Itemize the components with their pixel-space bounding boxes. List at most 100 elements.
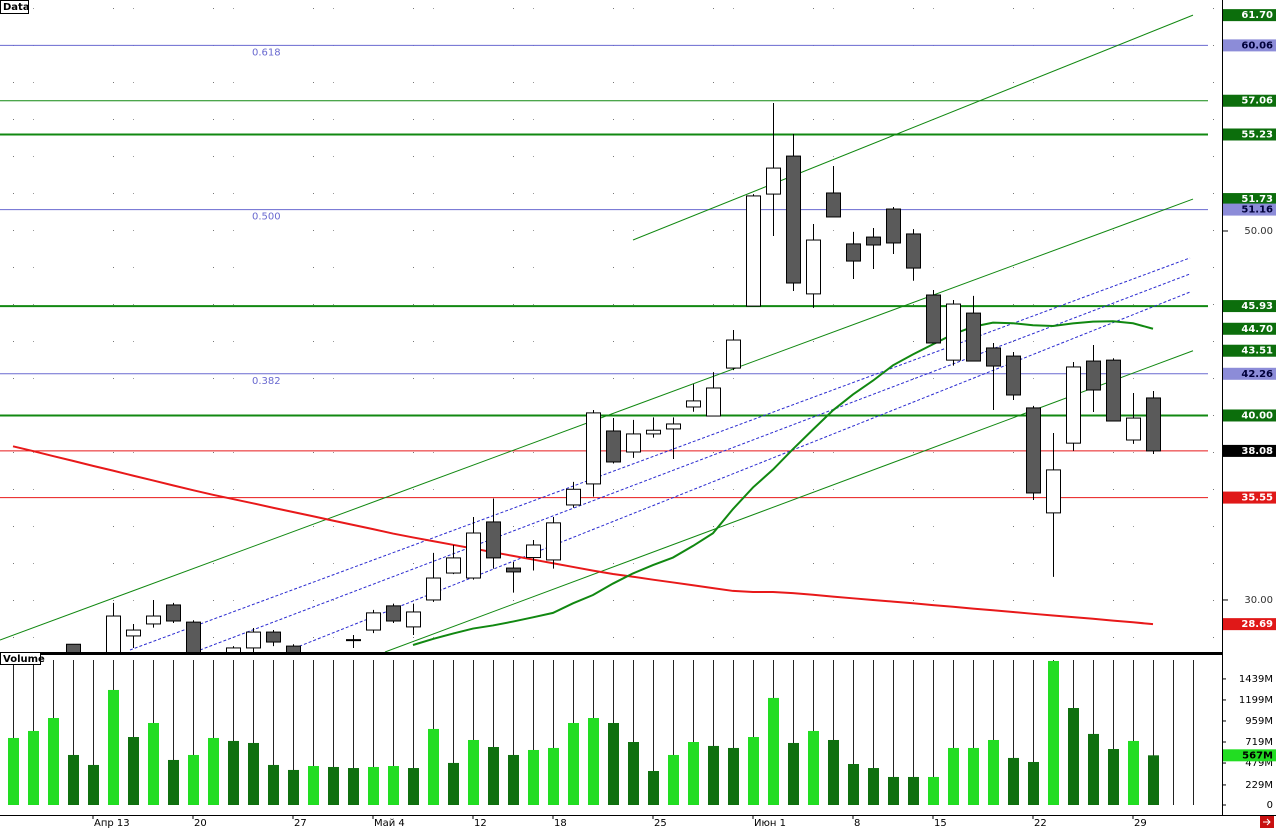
volume-bar — [248, 742, 259, 805]
volume-bar — [848, 763, 859, 805]
volume-bar — [328, 766, 339, 805]
volume-bar — [928, 776, 939, 805]
volume-bar — [448, 762, 459, 805]
y-tick-label: 229M — [1245, 780, 1273, 791]
candle-body — [566, 488, 581, 506]
price-label: 44.70 — [1241, 324, 1273, 335]
pane-title-box — [0, 652, 41, 665]
candle-body — [746, 195, 761, 307]
price-label-box — [1223, 322, 1276, 335]
candle-body — [766, 167, 781, 195]
price-label-box — [1223, 300, 1276, 313]
current-volume-label: 567M — [1242, 750, 1273, 761]
candle-body — [106, 615, 121, 652]
volume-bar — [268, 764, 279, 805]
volume-bar — [308, 766, 319, 805]
price-label-box — [1223, 367, 1276, 380]
volume-bar — [148, 722, 159, 805]
volume-bar — [488, 746, 499, 805]
candle-body — [1106, 359, 1121, 422]
price-label-box — [1223, 193, 1276, 206]
candle-body — [1006, 355, 1021, 396]
volume-bar — [68, 754, 79, 805]
volume-bar — [468, 739, 479, 805]
price-label-box — [1223, 409, 1276, 422]
candle-body — [426, 577, 441, 601]
candle-body — [886, 208, 901, 244]
fib-label: 0.618 — [252, 47, 281, 58]
candle-body — [1146, 397, 1161, 452]
price-pane: 0.618 0.500 0.382 — [0, 14, 1208, 652]
volume-bar — [668, 754, 679, 805]
dotted-grid — [0, 0, 1222, 652]
volume-bar — [288, 769, 299, 805]
volume-bar — [508, 754, 519, 805]
candle-body — [526, 544, 541, 559]
volume-bar — [748, 737, 759, 805]
price-label-box — [1223, 618, 1276, 631]
x-tick-label: 15 — [934, 818, 947, 829]
volume-bar — [108, 689, 119, 805]
candle-body — [1066, 366, 1081, 444]
price-label: 35.55 — [1241, 493, 1273, 504]
x-tick-label: 27 — [294, 818, 307, 829]
volume-bar — [88, 764, 99, 805]
candle-body — [686, 400, 701, 408]
volume-pane — [8, 660, 1194, 805]
volume-bar — [128, 737, 139, 805]
volume-bar — [368, 766, 379, 805]
trend-line — [632, 14, 1194, 241]
volume-bar — [208, 737, 219, 805]
y-tick-label: 959M — [1245, 716, 1273, 727]
volume-bar — [28, 730, 39, 805]
current-volume-box — [1223, 749, 1276, 762]
price-label: 43.51 — [1241, 346, 1273, 357]
volume-bar — [788, 742, 799, 805]
volume-bar — [568, 722, 579, 805]
candle-body — [1026, 407, 1041, 494]
volume-bar — [528, 749, 539, 805]
volume-bar — [688, 742, 699, 805]
volume-bar — [608, 722, 619, 805]
price-label: 42.26 — [1241, 369, 1273, 380]
candle-body — [726, 339, 741, 369]
x-tick-label: 8 — [854, 818, 860, 829]
menu-icon-arrow — [1263, 818, 1271, 826]
volume-bar — [828, 739, 839, 805]
volume-bar — [948, 747, 959, 805]
candle-body — [486, 521, 501, 559]
price-label-box — [1223, 9, 1276, 22]
y-tick-label: 1199M — [1239, 695, 1273, 706]
volume-bar — [968, 747, 979, 805]
candle-body — [926, 294, 941, 344]
volume-bar — [548, 747, 559, 805]
volume-bar — [808, 730, 819, 805]
price-label: 57.06 — [1241, 96, 1273, 107]
x-tick-label: Июн 1 — [754, 818, 786, 829]
candle-body — [606, 430, 621, 463]
volume-bar — [648, 771, 659, 805]
volume-bar — [428, 728, 439, 805]
candle-body — [966, 312, 981, 362]
volume-bar — [1068, 708, 1079, 805]
price-label: 61.70 — [1241, 10, 1273, 21]
x-tick-label: 12 — [474, 818, 487, 829]
price-label: 51.16 — [1241, 205, 1273, 216]
candle-body — [986, 347, 1001, 367]
fib-label: 0.382 — [252, 376, 281, 387]
price-label-box — [1223, 39, 1276, 52]
candle-body — [246, 631, 261, 649]
candle-body — [286, 645, 301, 652]
volume-bar — [728, 747, 739, 805]
fib-label: 0.500 — [252, 212, 281, 223]
candle-body — [706, 387, 721, 417]
volume-bar — [868, 768, 879, 805]
candle-body — [786, 155, 801, 284]
volume-bar — [1128, 740, 1139, 805]
volume-bar — [628, 742, 639, 805]
price-label: 38.08 — [1241, 446, 1273, 457]
price-label-box — [1223, 344, 1276, 357]
candle-body — [446, 557, 461, 574]
y-tick-label: 479M — [1245, 758, 1273, 769]
